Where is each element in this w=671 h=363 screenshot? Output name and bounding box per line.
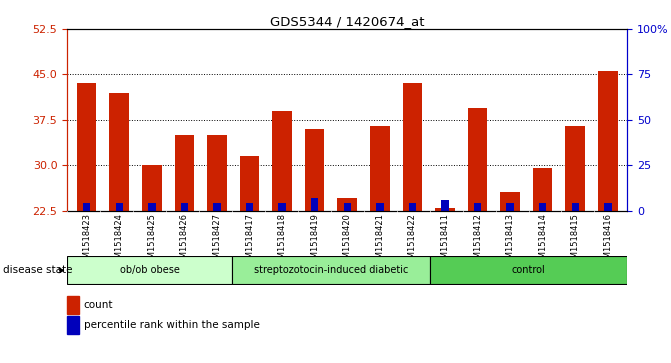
- Text: ob/ob obese: ob/ob obese: [119, 265, 179, 276]
- Text: count: count: [84, 300, 113, 310]
- Bar: [572, 203, 579, 211]
- Bar: [180, 203, 188, 211]
- Text: disease state: disease state: [3, 265, 73, 276]
- Text: percentile rank within the sample: percentile rank within the sample: [84, 320, 260, 330]
- Bar: [213, 203, 221, 211]
- Bar: [566, 126, 585, 211]
- Bar: [338, 199, 357, 211]
- Bar: [474, 203, 481, 211]
- Bar: [174, 135, 194, 211]
- Bar: [207, 135, 227, 211]
- Bar: [115, 203, 123, 211]
- Bar: [409, 203, 416, 211]
- Bar: [533, 168, 552, 211]
- Bar: [604, 203, 611, 211]
- Bar: [142, 165, 162, 211]
- Bar: [305, 129, 325, 211]
- FancyBboxPatch shape: [67, 257, 232, 284]
- Bar: [148, 203, 156, 211]
- Bar: [370, 126, 390, 211]
- Bar: [240, 156, 259, 211]
- FancyBboxPatch shape: [429, 257, 627, 284]
- Bar: [507, 203, 514, 211]
- FancyBboxPatch shape: [232, 257, 429, 284]
- Title: GDS5344 / 1420674_at: GDS5344 / 1420674_at: [270, 15, 425, 28]
- Bar: [501, 192, 520, 211]
- Bar: [376, 203, 384, 211]
- Bar: [403, 83, 422, 211]
- Bar: [246, 203, 253, 211]
- Bar: [435, 208, 455, 211]
- Bar: [278, 203, 286, 211]
- Bar: [539, 203, 546, 211]
- Bar: [77, 83, 97, 211]
- Bar: [272, 111, 292, 211]
- Text: streptozotocin-induced diabetic: streptozotocin-induced diabetic: [254, 265, 408, 276]
- Bar: [468, 108, 487, 211]
- Bar: [311, 198, 318, 211]
- Bar: [344, 203, 351, 211]
- Bar: [598, 72, 617, 211]
- Bar: [109, 93, 129, 211]
- Bar: [83, 203, 91, 211]
- Text: control: control: [511, 265, 546, 276]
- Bar: [442, 200, 449, 211]
